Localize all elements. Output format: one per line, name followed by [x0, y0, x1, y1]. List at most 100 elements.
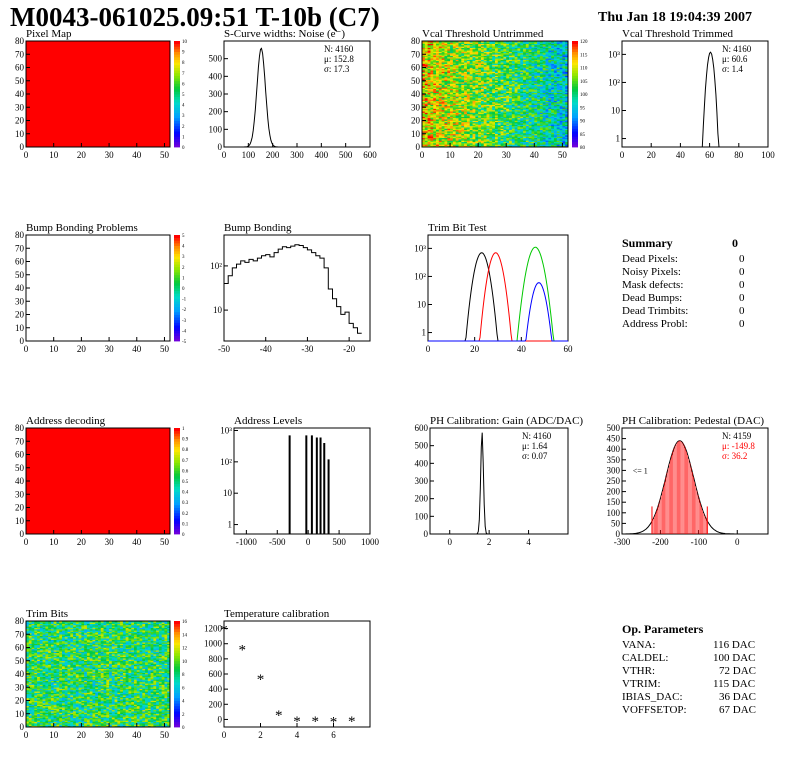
chart-title-temperature: Temperature calibration [224, 608, 330, 620]
chart-address-decoding: Address decoding 0 0.1 0.2 0.3 0.4 0.5 0.6 0.7 0.… [15, 415, 189, 547]
op-param-value-vthr: 72 DAC [719, 665, 756, 677]
page-date: Thu Jan 18 19:04:39 2007 [598, 10, 753, 25]
colorbar-label: 115 [580, 53, 588, 58]
stat-vcal-trimmed-2: σ: 1.4 [722, 64, 743, 74]
x-tick-label: 2 [487, 537, 492, 547]
y-tick-label: 50 [15, 656, 25, 666]
y-tick-label: 60 [411, 63, 421, 73]
chart-scurve: S-Curve widths: Noise (e⁻) 0 100 200 300 400 5… [209, 28, 378, 160]
heatmap-fill-address-decoding [26, 428, 170, 534]
y-tick-label: 30 [15, 102, 25, 112]
y-tick-label: 30 [15, 682, 25, 692]
colorbar-label: 0 [182, 533, 185, 538]
colorbar-label: 0 [182, 287, 185, 292]
y-tick-label: 10² [210, 261, 222, 271]
pedestal-annotation: <= 1 [633, 467, 648, 476]
colorbar-label: 7 [182, 72, 185, 77]
y-tick-label: 1 [422, 328, 427, 338]
op-param-label-ibias-dac: IBIAS_DAC: [622, 691, 683, 703]
x-tick-label: 40 [132, 537, 142, 547]
colorbar-label: 85 [580, 133, 586, 138]
x-tick-label: 0 [620, 150, 625, 160]
chart-title-ph-pedestal: PH Calibration: Pedestal (DAC) [622, 415, 764, 427]
op-param-label-vthr: VTHR: [622, 665, 655, 677]
x-tick-label: 40 [132, 730, 142, 740]
x-tick-label: 30 [105, 537, 115, 547]
x-tick-label: 400 [315, 150, 329, 160]
y-tick-label: 300 [209, 89, 223, 99]
y-tick-label: 0 [416, 142, 421, 152]
stat-ph-gain-0: N: 4160 [522, 431, 552, 441]
colorbar-label: 5 [182, 93, 185, 98]
y-tick-label: 40 [15, 476, 25, 486]
x-tick-label: 0 [735, 537, 740, 547]
x-tick-label: 500 [332, 537, 346, 547]
x-tick-label: 40 [517, 344, 527, 354]
colorbar-label: 8 [182, 61, 185, 66]
x-tick-label: 0 [222, 150, 227, 160]
chart-vcal-trimmed: Vcal Threshold Trimmed 0 20 40 60 80 100 1 10 10²… [608, 28, 775, 160]
plot-frame-temperature [223, 620, 371, 728]
colorbar-trim-bits: 0 2 4 6 8 10 12 14 16 [174, 620, 188, 731]
chart-title-bump-bonding: Bump Bonding [224, 222, 292, 234]
x-tick-label: 100 [242, 150, 256, 160]
heatmap-cells-trim-bits [26, 621, 171, 728]
y-tick-label: 30 [15, 489, 25, 499]
x-tick-label: 30 [105, 344, 115, 354]
y-tick-label: 20 [15, 696, 25, 706]
y-tick-label: 0 [20, 722, 25, 732]
chart-title-trim-bits: Trim Bits [26, 608, 68, 620]
x-tick-label: 0 [24, 537, 29, 547]
y-tick-label: 40 [15, 669, 25, 679]
y-tick-label: 0 [20, 336, 25, 346]
colorbar-bump-problems: -5 -4 -3 -2 -1 0 1 2 3 4 5 [174, 234, 187, 345]
colorbar-label: -1 [182, 298, 187, 303]
summary-value-mask-defects: 0 [739, 279, 745, 291]
y-tick-label: 70 [411, 49, 421, 59]
y-tick-label: 150 [607, 497, 621, 507]
temperature-point: * [348, 714, 356, 730]
colorbar-label: 12 [182, 647, 188, 652]
x-tick-label: 10 [49, 344, 59, 354]
y-tick-label: 200 [607, 487, 621, 497]
y-tick-label: 0 [218, 142, 223, 152]
y-tick-label: 80 [15, 230, 25, 240]
y-tick-label: 60 [15, 450, 25, 460]
colorbar-label: 0 [182, 146, 185, 151]
y-tick-label: 250 [607, 476, 621, 486]
x-tick-label: 50 [160, 344, 170, 354]
colorbar-label: 80 [580, 146, 586, 151]
x-tick-label: 200 [266, 150, 280, 160]
y-tick-label: 350 [607, 455, 621, 465]
x-tick-label: 20 [77, 150, 87, 160]
chart-bump-bonding: Bump Bonding -50 -40 -30 -20 10 10² [210, 222, 371, 354]
colorbar-label: 0.3 [182, 501, 189, 506]
chart-title-ph-gain: PH Calibration: Gain (ADC/DAC) [430, 415, 583, 427]
y-tick-label: 0 [616, 529, 621, 539]
colorbar-label: 3 [182, 255, 185, 260]
stat-scurve-1: μ: 152.8 [324, 54, 354, 64]
y-tick-label: 10 [223, 488, 233, 498]
chart-temperature: Temperature calibration 0 2 4 6 0 200 400 600 800… [204, 608, 371, 740]
colorbar-label: 1 [182, 135, 185, 140]
colorbar-label: 8 [182, 673, 185, 678]
colorbar-address-decoding: 0 0.1 0.2 0.3 0.4 0.5 0.6 0.7 0.8 0.9 1 [174, 427, 189, 538]
y-tick-label: 1000 [204, 639, 223, 649]
stat-scurve-2: σ: 17.3 [324, 64, 350, 74]
temperature-point: * [330, 715, 338, 731]
colorbar-label: 6 [182, 82, 185, 87]
x-tick-label: -100 [691, 537, 708, 547]
y-tick-label: 10 [213, 305, 223, 315]
colorbar-label: 0 [182, 726, 185, 731]
summary-value-dead-trimbits: 0 [739, 305, 745, 317]
series-bump-bonding-0 [223, 244, 362, 341]
y-tick-label: 500 [607, 423, 621, 433]
x-tick-label: 40 [132, 344, 142, 354]
x-tick-label: 20 [474, 150, 484, 160]
plot-frame-bump-problems [25, 234, 171, 342]
colorbar-label: 0.9 [182, 438, 189, 443]
y-tick-label: 400 [415, 458, 429, 468]
y-tick-label: 80 [15, 616, 25, 626]
series-trim-bit-test-0 [428, 252, 568, 342]
chart-vcal-untrimmed: Vcal Threshold Untrimmed8085909510010511… [411, 28, 588, 160]
